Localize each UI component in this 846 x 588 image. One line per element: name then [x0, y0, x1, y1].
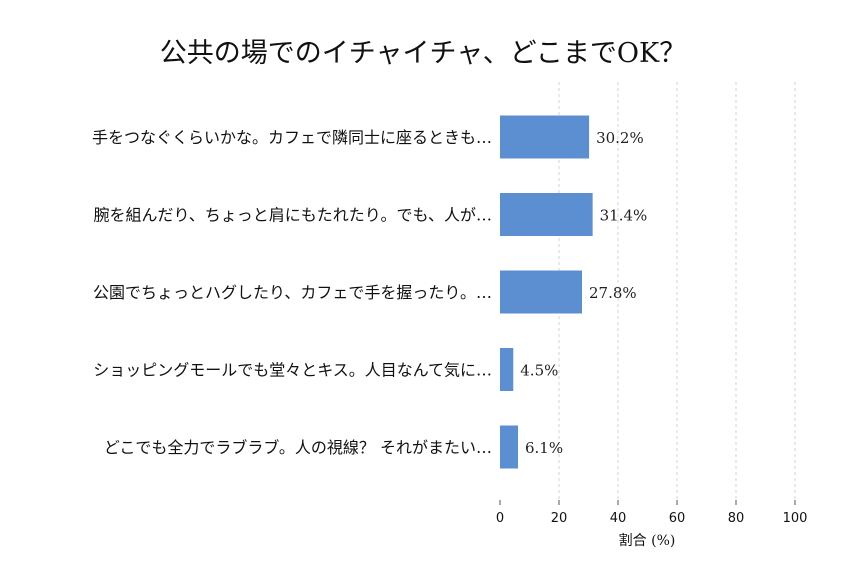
bar — [500, 425, 518, 469]
x-tick-label: 40 — [610, 511, 627, 526]
value-label: 30.2% — [596, 129, 644, 147]
x-axis-label: 割合 (%) — [619, 532, 676, 549]
value-label: 27.8% — [589, 284, 637, 302]
x-tick-label: 0 — [496, 511, 504, 526]
category-label: 公園でちょっとハグしたり、カフェで手を握ったり。… — [93, 283, 492, 302]
x-tick-label: 100 — [783, 511, 808, 526]
bars — [500, 115, 593, 469]
bar — [500, 115, 590, 159]
value-labels: 30.2% 31.4% 27.8% 4.5% 6.1% — [520, 129, 647, 457]
value-label: 6.1% — [525, 439, 563, 457]
category-label: 腕を組んだり、ちょっと肩にもたれたり。でも、人が… — [93, 206, 492, 225]
category-label: どこでも全力でラブラブ。人の視線？ それがまたい… — [104, 438, 492, 457]
category-label: ショッピングモールでも堂々とキス。人目なんて気に… — [93, 361, 492, 380]
value-label: 31.4% — [600, 207, 648, 225]
x-axis-ticks: 0 20 40 60 80 100 — [496, 500, 808, 526]
value-label: 4.5% — [520, 362, 558, 380]
x-tick-label: 60 — [669, 511, 686, 526]
category-labels: 手をつなぐくらいかな。カフェで隣同士に座るときも… 腕を組んだり、ちょっと肩にもた… — [92, 128, 492, 457]
x-tick-label: 20 — [551, 511, 568, 526]
chart-title: 公共の場でのイチャイチャ、どこまでOK？ — [160, 38, 686, 69]
category-label: 手をつなぐくらいかな。カフェで隣同士に座るときも… — [92, 128, 492, 147]
bar — [500, 348, 514, 391]
bar — [500, 270, 583, 314]
bar — [500, 193, 593, 236]
grid-lines — [558, 82, 796, 500]
x-tick-label: 80 — [728, 511, 745, 526]
